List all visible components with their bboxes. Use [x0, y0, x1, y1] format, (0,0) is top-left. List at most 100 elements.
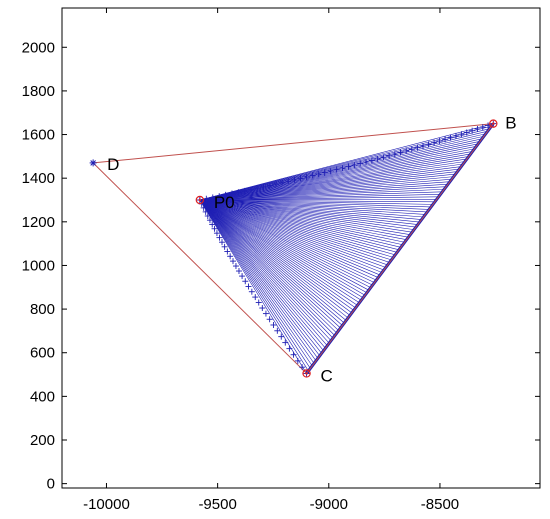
fan-line — [199, 199, 362, 301]
y-axis: 0 200 400 600 800 1000 1200 1400 1600 1800 2000 — [22, 39, 540, 493]
curve-marker — [397, 149, 404, 156]
fan-line — [199, 125, 492, 201]
curve-marker — [282, 339, 289, 346]
point-c-dot — [305, 372, 308, 375]
fan-line — [199, 148, 475, 201]
fan-line — [199, 199, 400, 251]
curve-marker — [200, 204, 207, 211]
fan-line — [199, 199, 347, 321]
fan-lines — [199, 122, 495, 375]
curve-marker — [345, 163, 352, 170]
curve-marker — [227, 253, 234, 260]
fan-line — [199, 199, 411, 235]
curve-marker — [474, 125, 481, 132]
curve-marker — [239, 273, 246, 280]
curve-marker — [262, 310, 269, 317]
fan-line — [199, 199, 356, 309]
fan-line — [199, 199, 364, 299]
curve-marker — [235, 189, 242, 196]
fan-line — [199, 199, 435, 203]
curve-marker — [374, 155, 381, 162]
x-tick-label: -9500 — [198, 496, 236, 513]
x-tick-label: -8500 — [421, 496, 459, 513]
curve-marker — [479, 124, 486, 131]
fan-line — [199, 156, 469, 201]
fan-line — [199, 199, 309, 372]
curve-marker — [414, 144, 421, 151]
fan-line — [199, 199, 428, 213]
curve-marker — [408, 146, 415, 153]
curve-marker — [254, 185, 261, 192]
fan-line — [199, 138, 483, 201]
fan-line — [199, 199, 420, 223]
fan-line — [199, 199, 358, 306]
fan-line — [199, 199, 336, 336]
fan-line — [199, 188, 445, 201]
fan-line — [199, 199, 330, 344]
curve-marker — [247, 186, 254, 193]
curve-marker — [442, 136, 449, 143]
fan-line — [199, 199, 332, 341]
fan-line — [199, 199, 413, 233]
fan-line — [199, 199, 375, 283]
x-tick-label: -10000 — [83, 496, 130, 513]
point-b-dot — [492, 122, 495, 125]
outline-D-B — [93, 123, 494, 164]
axes-box — [61, 7, 541, 489]
fan-line — [199, 199, 407, 241]
curve-marker — [216, 234, 223, 241]
fan-line — [199, 199, 379, 278]
curve-marker — [266, 316, 273, 323]
fan-line — [199, 199, 353, 314]
fan-line — [199, 199, 417, 228]
fan-line — [199, 193, 441, 201]
curve-marker — [297, 175, 304, 182]
curve-marker — [294, 357, 301, 364]
curve-marker — [391, 151, 398, 158]
curve-marker — [286, 345, 293, 352]
curve-marker — [224, 248, 231, 255]
y-tick-label: 1600 — [22, 127, 55, 144]
curve-marker — [351, 162, 358, 169]
fan-line — [199, 199, 360, 304]
curve-marker — [458, 131, 465, 138]
curve-marker — [274, 327, 281, 334]
outline-C-D — [92, 162, 307, 374]
curve-marker — [248, 288, 255, 295]
curve-marker — [211, 225, 218, 232]
fan-line — [199, 199, 322, 354]
outline-B-C — [306, 123, 494, 374]
curve-marker — [272, 181, 279, 188]
curve-marker — [469, 127, 476, 134]
point-label-c: C — [321, 366, 333, 385]
fan-line — [199, 199, 396, 256]
curve-marker — [339, 165, 346, 172]
curve-marker — [232, 263, 239, 270]
fan-line — [199, 199, 334, 339]
point-label-p0: P0 — [214, 193, 235, 212]
fan-line — [199, 199, 368, 293]
curve-marker — [386, 152, 393, 159]
fan-line — [199, 199, 401, 248]
curve-marker — [255, 299, 262, 306]
point-label-b: B — [505, 114, 516, 133]
curve-marker — [218, 239, 225, 246]
y-tick-label: 1200 — [22, 214, 55, 231]
fan-line — [199, 199, 405, 243]
y-tick-label: 0 — [47, 476, 55, 493]
curve-marker — [213, 230, 220, 237]
fan-line — [199, 199, 373, 286]
y-tick-label: 1400 — [22, 170, 55, 187]
y-tick-label: 1800 — [22, 83, 55, 100]
curve-marker — [368, 157, 375, 164]
x-tick-label: -9000 — [310, 496, 348, 513]
fan-line — [199, 163, 464, 201]
fan-line — [199, 199, 409, 238]
fan-line — [199, 199, 388, 266]
key-points: B C D P0 — [89, 114, 517, 385]
fan-line — [199, 199, 321, 356]
fan-line — [199, 178, 452, 201]
curve-marker — [221, 243, 228, 250]
y-tick-label: 200 — [30, 432, 55, 449]
curve-marker — [447, 134, 454, 141]
